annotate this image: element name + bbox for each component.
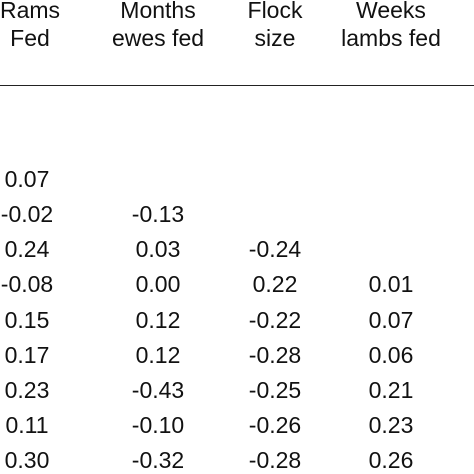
column-header-line1: Flock xyxy=(247,0,303,23)
table-cell: 0.30 xyxy=(4,447,50,473)
column-header-line2: Fed xyxy=(10,25,50,51)
table-cell: 0.15 xyxy=(4,307,50,333)
table-cell: 0.00 xyxy=(135,271,181,297)
table-cell: 0.01 xyxy=(368,271,414,297)
table-cell: 0.26 xyxy=(368,447,414,473)
table-cell: -0.28 xyxy=(248,447,302,473)
table-cell: -0.43 xyxy=(131,377,185,403)
table-cell: -0.13 xyxy=(131,201,185,227)
table-cell: 0.21 xyxy=(368,377,414,403)
table-cell: 0.23 xyxy=(368,412,414,438)
column-header-rams-fed: Rams Fed xyxy=(0,0,90,52)
table-cell: 0.12 xyxy=(135,307,181,333)
table-cell: 0.07 xyxy=(368,307,414,333)
table-cell: 0.24 xyxy=(4,236,50,262)
table-cell: -0.26 xyxy=(248,412,302,438)
table-cell: 0.22 xyxy=(252,271,298,297)
column-header-line1: Weeks xyxy=(356,0,426,23)
column-header-line1: Months xyxy=(120,0,196,23)
table-cell: -0.08 xyxy=(0,271,54,297)
table-cell: -0.02 xyxy=(0,201,54,227)
column-header-line1: Rams xyxy=(0,0,61,23)
column-header-line2: ewes fed xyxy=(111,25,205,51)
table-cell: -0.25 xyxy=(248,377,302,403)
table-cell: 0.11 xyxy=(5,412,49,438)
column-header-flock-size: Flock size xyxy=(215,0,335,52)
table-cell: 0.12 xyxy=(135,342,181,368)
column-header-months-ewes-fed: Months ewes fed xyxy=(98,0,218,52)
table-cell: -0.32 xyxy=(131,447,185,473)
table-cell: 0.23 xyxy=(4,377,50,403)
table-cell: 0.03 xyxy=(135,236,181,262)
table-cell: -0.10 xyxy=(131,412,185,438)
column-header-line2: size xyxy=(254,25,296,51)
table-cell: 0.07 xyxy=(4,166,50,192)
column-header-line2: lambs fed xyxy=(341,25,441,51)
table-cell: 0.17 xyxy=(4,342,50,368)
column-header-weeks-lambs-fed: Weeks lambs fed xyxy=(331,0,451,52)
header-divider xyxy=(0,85,474,86)
table-cell: 0.06 xyxy=(368,342,414,368)
table-cell: -0.24 xyxy=(248,236,302,262)
table-cell: -0.28 xyxy=(248,342,302,368)
table-cell: -0.22 xyxy=(248,307,302,333)
